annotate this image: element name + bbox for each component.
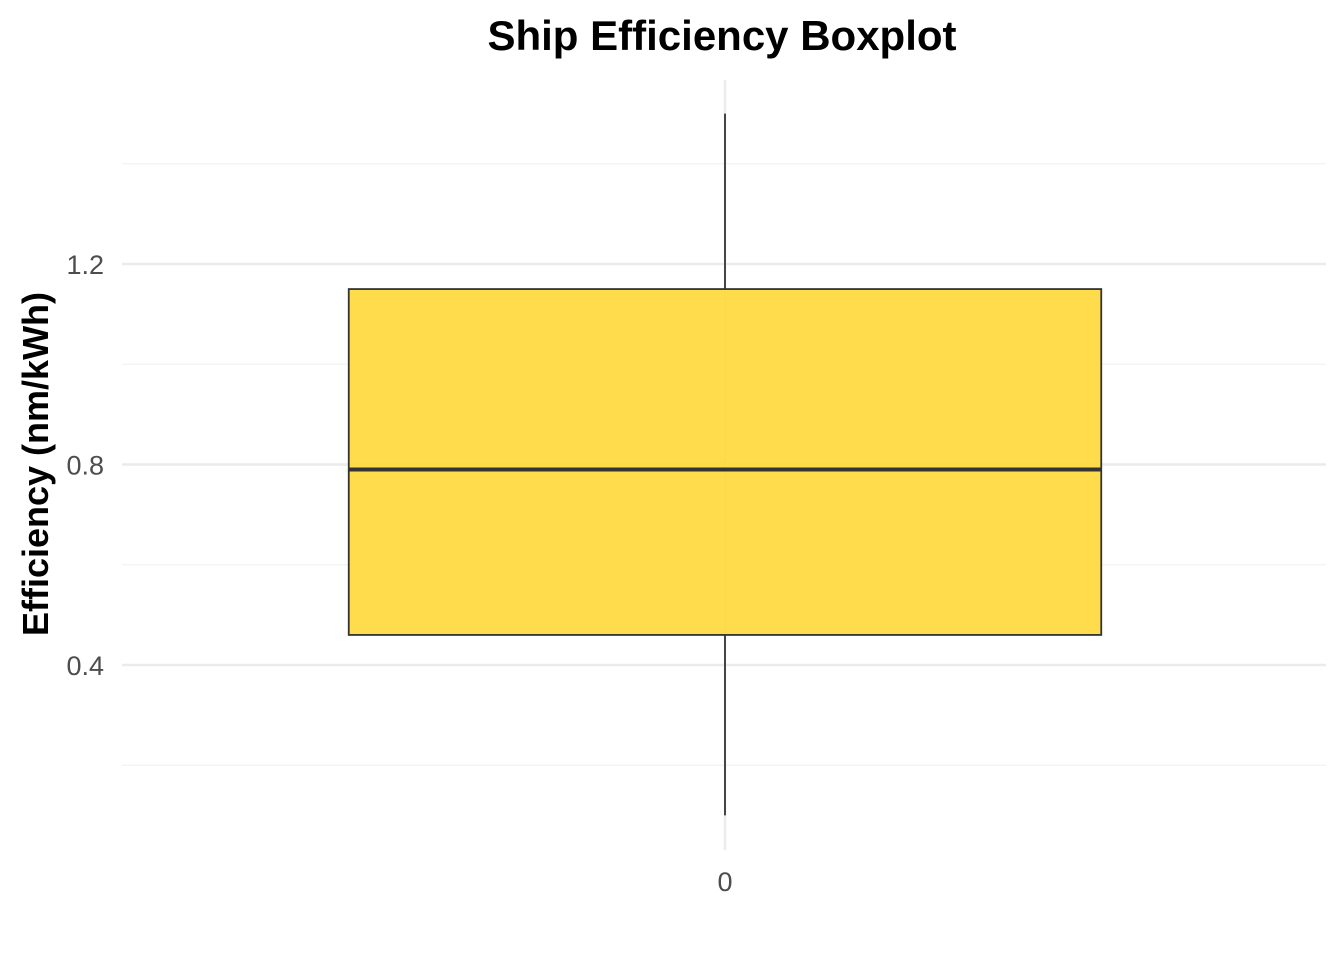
x-tick-label: 0 <box>717 867 732 897</box>
chart-title: Ship Efficiency Boxplot <box>487 12 956 59</box>
y-axis-label: Efficiency (nm/kWh) <box>15 292 56 636</box>
y-tick-label: 0.8 <box>66 451 104 481</box>
tick-layer: 0.4 0.8 1.2 0 <box>66 250 732 897</box>
box-layer <box>347 113 1103 816</box>
iqr-box <box>347 288 1103 636</box>
y-tick-label: 1.2 <box>66 250 104 280</box>
y-tick-label: 0.4 <box>66 651 104 681</box>
